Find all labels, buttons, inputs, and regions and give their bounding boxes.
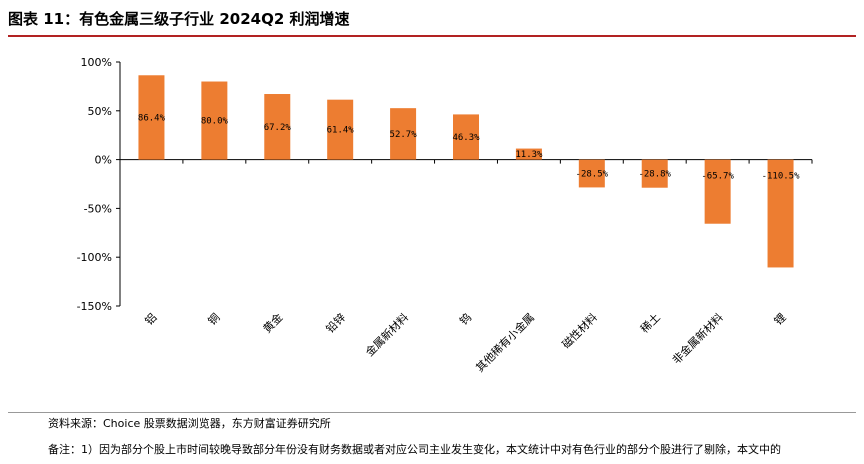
data-label: -28.5% [576, 170, 609, 180]
data-label: 52.7% [390, 130, 418, 140]
data-label: -28.8% [638, 170, 671, 180]
bar [453, 114, 479, 160]
data-label: 61.4% [327, 126, 355, 136]
category-label: 金属新材料 [362, 310, 411, 359]
category-label: 钨 [457, 311, 474, 328]
data-label: 80.0% [201, 117, 229, 127]
y-tick-label: -150% [77, 300, 112, 313]
category-label: 磁性材料 [559, 310, 600, 351]
bar [138, 75, 165, 160]
note-text: 备注：1）因为部分个股上市时间较晚导致部分年份没有财务数据或者对应公司主业发生变… [48, 443, 781, 456]
y-tick-label: 50% [88, 105, 112, 118]
bar [641, 159, 668, 188]
title-divider [8, 35, 856, 37]
y-tick-label: 100% [81, 56, 112, 69]
data-label: 46.3% [452, 133, 480, 143]
bar [704, 159, 731, 224]
source-divider [8, 412, 856, 413]
category-label: 黄金 [260, 310, 285, 335]
bar [767, 159, 794, 268]
bar [578, 159, 605, 188]
y-tick-label: 0% [95, 154, 112, 167]
y-tick-label: -50% [84, 202, 112, 215]
bar [515, 148, 542, 160]
data-label: -110.5% [762, 172, 801, 182]
category-label: 非金属新材料 [669, 310, 726, 367]
category-label: 铝 [142, 310, 160, 328]
bar-chart: 100% 50% 0% -50% -100% -150% 86.4% 铝 80.0% 铜 67.2%… [77, 56, 813, 375]
category-label: 稀土 [638, 311, 663, 336]
data-label: 86.4% [138, 113, 166, 123]
category-label: 铅锌 [323, 310, 348, 335]
y-tick-label: -100% [77, 251, 112, 264]
data-label: 11.3% [515, 150, 543, 160]
bar [390, 108, 417, 160]
bar [264, 94, 291, 160]
figure-title: 图表 11：有色金属三级子行业 2024Q2 利润增速 [8, 10, 350, 28]
category-label: 铜 [205, 310, 223, 328]
category-label: 锂 [771, 310, 789, 328]
data-label: -65.7% [701, 172, 734, 182]
bar [201, 81, 228, 160]
data-label: 67.2% [264, 123, 292, 133]
bar [327, 99, 354, 160]
source-text: 资料来源：Choice 股票数据浏览器，东方财富证券研究所 [48, 417, 331, 430]
category-label: 其他稀有小金属 [473, 310, 537, 374]
